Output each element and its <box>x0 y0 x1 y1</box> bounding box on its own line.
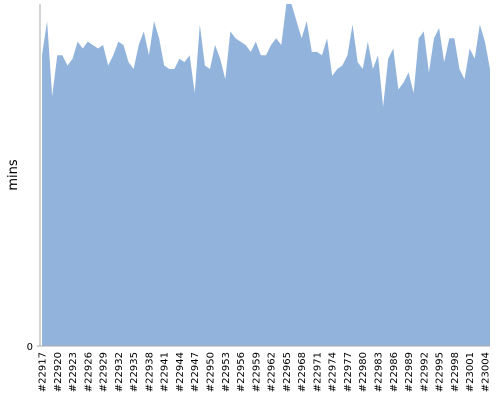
x-tick-label: #22962 <box>267 352 278 392</box>
x-tick-label: #22935 <box>129 352 140 392</box>
x-tick-label: #22938 <box>144 352 155 392</box>
x-tick-label: #22941 <box>160 352 171 392</box>
x-tick-label: #22920 <box>53 352 64 392</box>
x-tick-label: #22953 <box>221 352 232 392</box>
x-tick-label: #22947 <box>190 352 201 392</box>
x-tick-label: #22917 <box>38 352 49 392</box>
x-tick-label: #22932 <box>114 352 125 392</box>
x-tick-label: #23001 <box>465 352 476 392</box>
x-tick-label: #22980 <box>358 352 369 392</box>
y-axis-label: mins <box>6 159 21 191</box>
x-tick-label: #22977 <box>343 352 354 392</box>
x-tick-label: #22944 <box>175 352 186 392</box>
x-tick-label: #22971 <box>312 352 323 392</box>
x-tick-label: #23004 <box>480 352 491 392</box>
x-tick-label: #22995 <box>435 352 446 392</box>
x-tick-label: #22923 <box>68 352 79 392</box>
x-tick-label: #22956 <box>236 352 247 392</box>
x-tick-label: #22950 <box>206 352 217 392</box>
x-tick-label: #22974 <box>328 352 339 392</box>
x-tick-label: #22929 <box>99 352 110 392</box>
area <box>42 4 490 346</box>
x-tick-label: #22998 <box>450 352 461 392</box>
x-tick-label: #22983 <box>374 352 385 392</box>
x-tick-label: #22989 <box>404 352 415 392</box>
x-tick-label: #22986 <box>389 352 400 392</box>
x-tick-label: #22965 <box>282 352 293 392</box>
x-tick-label: #22926 <box>83 352 94 392</box>
x-tick-label: #22992 <box>419 352 430 392</box>
x-tick-label: #22968 <box>297 352 308 392</box>
x-tick-label: #22959 <box>251 352 262 392</box>
y-tick-label: 0 <box>27 342 33 353</box>
